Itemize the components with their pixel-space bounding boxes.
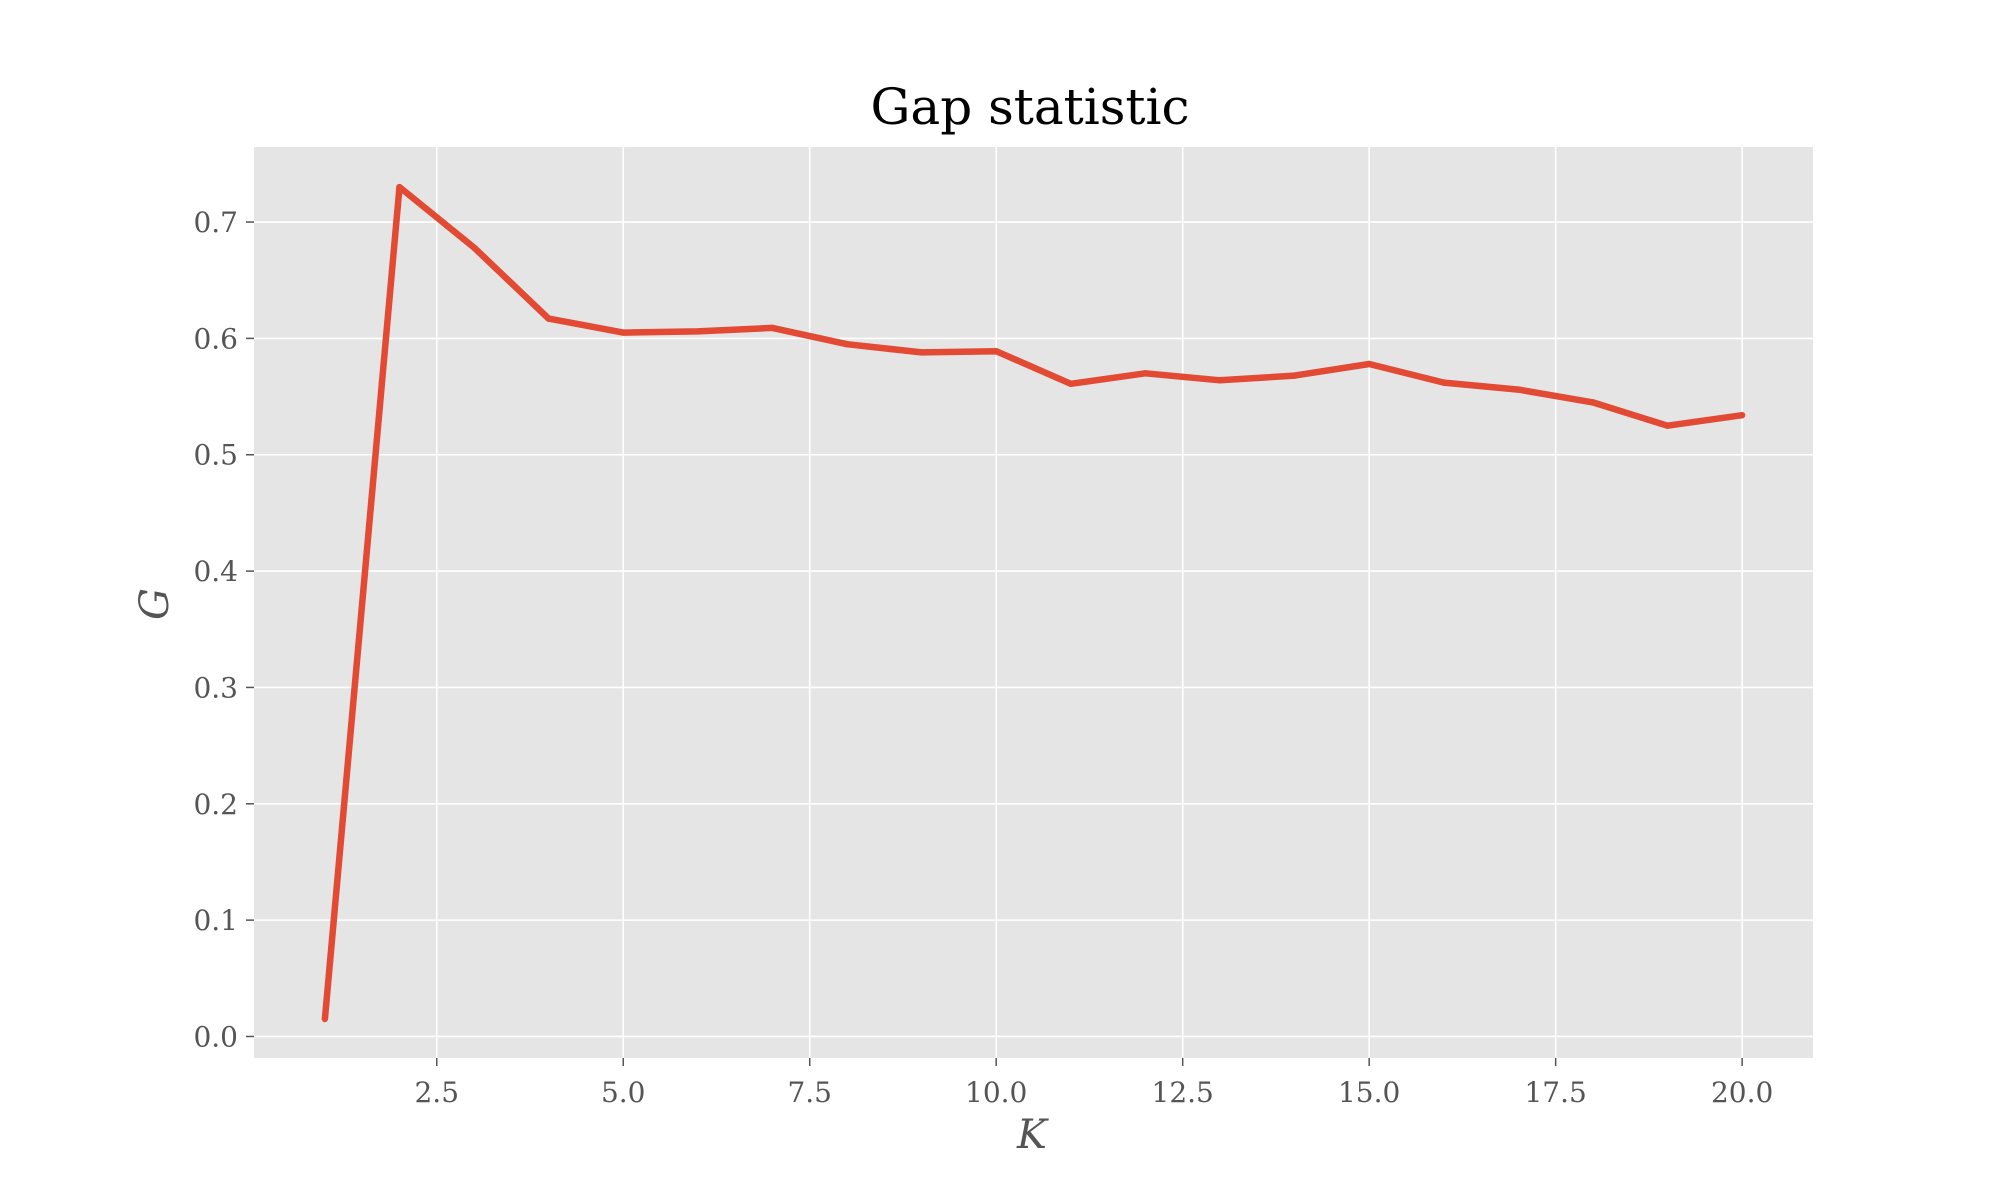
x-tick-label: 5.0 bbox=[601, 1076, 646, 1109]
series-layer bbox=[321, 183, 1746, 1023]
data-point bbox=[396, 183, 403, 191]
y-tick-label: 0.1 bbox=[193, 904, 238, 937]
grid-lines bbox=[254, 147, 1813, 1058]
data-point bbox=[1664, 422, 1671, 429]
data-point bbox=[1440, 379, 1447, 386]
x-tick-label: 20.0 bbox=[1711, 1076, 1773, 1109]
data-point bbox=[1515, 386, 1522, 393]
data-point bbox=[1142, 370, 1149, 377]
data-point bbox=[1738, 411, 1746, 419]
y-tick-label: 0.0 bbox=[193, 1020, 238, 1053]
x-tick-label: 10.0 bbox=[965, 1076, 1027, 1109]
x-tick-label: 12.5 bbox=[1152, 1076, 1214, 1109]
y-tick-label: 0.2 bbox=[193, 788, 238, 821]
data-point bbox=[470, 244, 478, 251]
data-point bbox=[843, 341, 851, 348]
y-tick-label: 0.4 bbox=[193, 555, 238, 588]
y-tick-label: 0.7 bbox=[193, 206, 238, 239]
data-point bbox=[918, 349, 925, 356]
axis-ticks: 2.5 5.0 7.5 10.0 12.5 15.0 17.5 20.0 0.0 0.1 0.2 0.… bbox=[193, 206, 1773, 1109]
data-point bbox=[620, 329, 627, 336]
data-point bbox=[1365, 360, 1373, 368]
plot-area bbox=[254, 147, 1813, 1058]
y-tick-label: 0.3 bbox=[193, 671, 238, 704]
data-point bbox=[769, 324, 776, 332]
chart-title: Gap statistic bbox=[870, 78, 1189, 136]
y-axis-label: G bbox=[132, 588, 178, 620]
data-point bbox=[1291, 372, 1298, 379]
data-point bbox=[1067, 380, 1074, 387]
series-line bbox=[321, 183, 1743, 1020]
data-point bbox=[694, 328, 702, 335]
data-point bbox=[1589, 399, 1597, 406]
x-tick-label: 7.5 bbox=[787, 1076, 832, 1109]
data-point bbox=[1216, 377, 1224, 384]
x-tick-label: 2.5 bbox=[414, 1076, 459, 1109]
data-point bbox=[321, 1015, 329, 1023]
x-axis-label: K bbox=[1016, 1112, 1049, 1158]
data-point bbox=[545, 315, 552, 322]
x-tick-label: 17.5 bbox=[1524, 1076, 1586, 1109]
x-tick-label: 15.0 bbox=[1338, 1076, 1400, 1109]
y-tick-label: 0.6 bbox=[193, 322, 238, 355]
y-tick-label: 0.5 bbox=[193, 439, 238, 472]
data-point bbox=[993, 347, 1000, 355]
